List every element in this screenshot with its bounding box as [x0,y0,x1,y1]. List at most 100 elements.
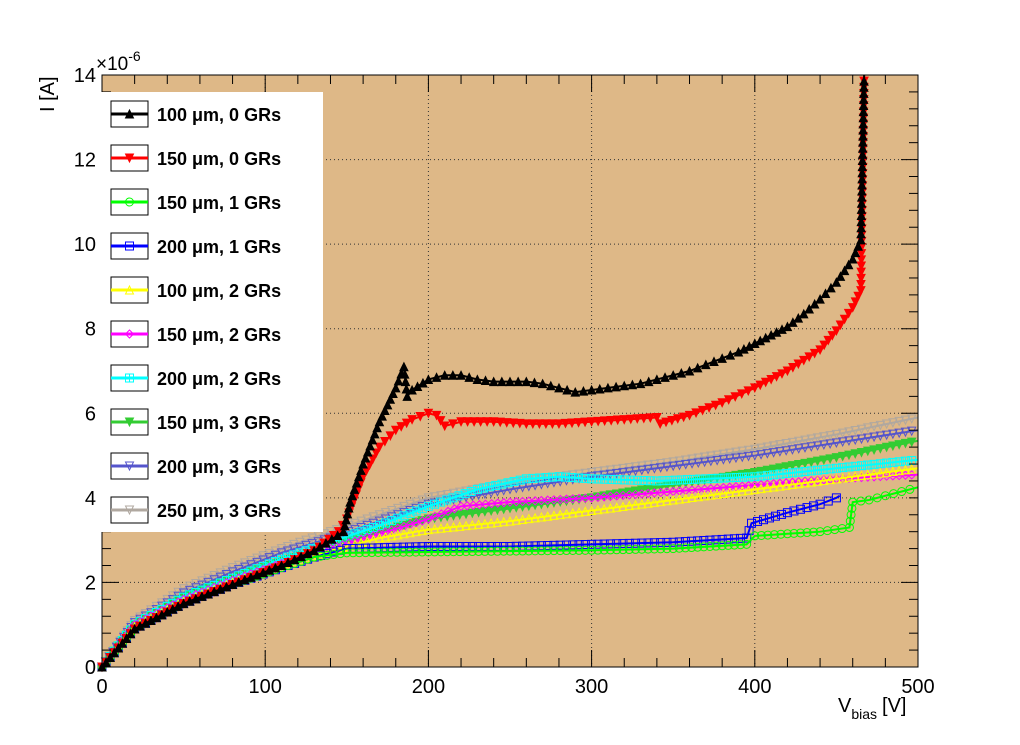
series-point [800,477,810,488]
series-point [549,546,559,556]
legend-marker [124,417,135,428]
series-point [711,535,721,545]
series-point [423,547,433,557]
series-point [360,452,371,463]
series-point [687,536,697,546]
series-point [856,210,867,220]
series-point [802,528,812,538]
series-point [448,488,459,499]
series-point [486,546,496,556]
y-tick-label: 10 [74,234,96,256]
series-point [492,505,503,516]
legend-item: 100 μm, 2 GRs [110,276,281,304]
series-point [429,492,440,502]
series-point [296,551,306,562]
series-point [449,547,459,557]
series-point [831,453,842,463]
series-point [555,540,565,550]
series-point [574,507,584,517]
series-point [498,516,509,527]
series-point [289,554,300,565]
series-point [843,259,854,270]
series-point [545,380,556,391]
series-point [729,534,739,544]
series-point [411,506,421,516]
series-point [113,642,124,653]
series-point [723,395,734,405]
series-point [847,253,858,264]
series-point [711,541,721,551]
series-point [492,517,503,527]
series-point [699,542,709,552]
series-point [787,461,798,471]
series-point [474,546,484,556]
series-point [856,234,866,245]
legend-label: 200 μm, 3 GRs [157,457,281,477]
series-point [905,484,915,494]
series-point [390,382,401,393]
series-point [858,94,869,104]
series-point [706,456,716,467]
series-point [756,450,766,460]
series-point [276,560,287,571]
series-point [449,541,459,551]
series-point [900,427,911,438]
series-point [881,419,892,430]
series-point [367,434,378,445]
series-point [718,455,729,465]
series-point [567,418,577,429]
series-point [906,426,917,437]
series-point [373,548,383,558]
series-point [580,417,590,428]
series-point [747,518,757,528]
series-point [398,542,408,552]
series-point [618,539,628,549]
series-point [362,536,373,546]
series-point [612,539,622,549]
series-point [724,448,735,459]
series-point [717,534,727,544]
series-point [386,547,396,557]
x-tick-label: 400 [738,676,771,698]
series-point [372,422,382,433]
series-point [430,511,440,522]
series-point [630,466,641,477]
series-point [894,440,904,450]
series-point [380,405,390,415]
series-point [349,484,360,494]
series-point [356,537,366,548]
series-point [875,468,886,478]
series-point [825,439,835,449]
series-point [858,100,869,111]
series-point [744,526,754,536]
series-point [837,451,848,462]
legend-item: 250 μm, 3 GRs [110,496,281,524]
series-point [858,130,868,141]
series-point [844,472,854,482]
series-point [343,502,354,513]
series-point [680,493,691,503]
series-point [875,444,886,454]
series-point [869,468,879,479]
series-point [454,491,464,501]
series-point [844,427,854,437]
series-point [853,241,863,251]
series-point [809,501,819,511]
series-point [699,535,709,545]
series-point [717,353,727,363]
series-point [497,479,507,489]
series-point [831,438,842,449]
series-point [405,508,415,518]
series-point [723,540,733,550]
series-point [511,503,522,513]
series-point [637,498,647,509]
series-point [750,531,760,541]
series-point [782,366,793,377]
x-tick-label: 200 [412,676,445,698]
series-point [858,118,868,129]
series-point [856,222,866,233]
series-point [423,541,433,551]
series-point [499,546,509,556]
series-point [837,524,847,534]
series-point [687,492,697,503]
